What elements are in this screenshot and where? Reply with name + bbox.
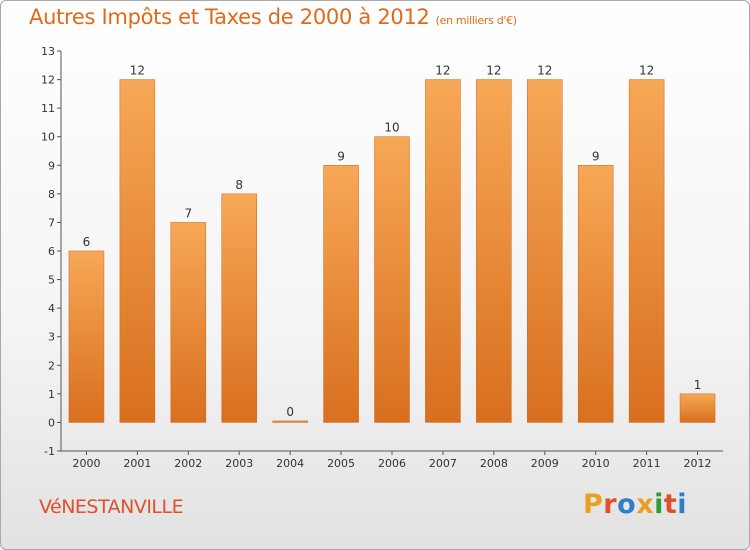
bar-2004	[272, 420, 308, 423]
chart-bars	[68, 79, 716, 423]
proxiti-logo: Proxiti	[583, 489, 687, 520]
x-tick-label-2008: 2008	[480, 457, 508, 470]
bar-2011	[628, 79, 665, 423]
bar-2003	[221, 193, 257, 423]
y-tick-label: 5	[48, 274, 55, 287]
y-tick-label: 2	[48, 359, 55, 372]
value-label-2001: 12	[130, 64, 145, 78]
chart-value-labels: 6 12 7 8 0 9 10 12 12 12 9 12 1	[83, 64, 702, 419]
logo-letter: x	[636, 489, 655, 520]
y-tick-label: 4	[48, 302, 55, 315]
value-label-2007: 12	[435, 64, 450, 78]
value-label-2005: 9	[337, 149, 345, 163]
x-tick-label-2003: 2003	[225, 457, 253, 470]
y-tick-label: 6	[48, 245, 55, 258]
x-tick-label-2004: 2004	[276, 457, 304, 470]
x-tick-label-2007: 2007	[429, 457, 457, 470]
value-label-2006: 10	[384, 121, 399, 135]
y-tick-label: 3	[48, 331, 55, 344]
x-tick-label-2006: 2006	[378, 457, 406, 470]
bar-2006	[374, 136, 410, 423]
chart-title: Autres Impôts et Taxes de 2000 à 2012 (en…	[29, 5, 517, 29]
chart-title-text: Autres Impôts et Taxes de 2000 à 2012	[29, 5, 430, 29]
chart-subtitle: (en milliers d'€)	[435, 14, 517, 27]
y-tick-label: 10	[41, 131, 55, 144]
y-tick-label: 11	[41, 102, 55, 115]
x-tick-label-2000: 2000	[72, 457, 100, 470]
x-tick-label-2011: 2011	[633, 457, 661, 470]
bar-2002	[170, 222, 207, 423]
y-tick-label: 9	[48, 159, 55, 172]
value-label-2003: 8	[235, 178, 243, 192]
x-tick-label-2002: 2002	[174, 457, 202, 470]
logo-letter: r	[603, 489, 618, 520]
bar-2009	[527, 79, 563, 423]
y-tick-label: -1	[44, 445, 55, 458]
value-label-2010: 9	[592, 149, 600, 163]
x-tick-label-2001: 2001	[123, 457, 151, 470]
value-label-2004: 0	[286, 405, 294, 419]
bar-2005	[323, 165, 359, 423]
value-label-2009: 12	[537, 64, 552, 78]
bar-2010	[577, 165, 614, 423]
value-label-2012: 1	[694, 378, 702, 392]
y-tick-label: 13	[41, 45, 55, 58]
logo-letter: i	[654, 489, 664, 520]
bar-2000	[68, 250, 105, 423]
x-tick-label-2009: 2009	[531, 457, 559, 470]
x-tick-label-2012: 2012	[684, 457, 712, 470]
y-tick-label: 0	[48, 416, 55, 429]
logo-letter: P	[583, 489, 604, 520]
logo-letter: o	[617, 489, 637, 520]
y-tick-label: 8	[48, 188, 55, 201]
y-tick-label: 7	[48, 216, 55, 229]
x-tick-label-2010: 2010	[582, 457, 610, 470]
value-label-2000: 6	[83, 235, 91, 249]
y-tick-label: 12	[41, 74, 55, 87]
y-tick-label: 1	[48, 388, 55, 401]
x-tick-label-2005: 2005	[327, 457, 355, 470]
value-label-2011: 12	[639, 64, 654, 78]
bar-2001	[119, 79, 156, 423]
value-label-2002: 7	[184, 206, 192, 220]
town-name: VéNESTANVILLE	[39, 496, 184, 518]
logo-letter: t	[663, 489, 678, 520]
bar-2008	[476, 79, 512, 423]
bar-2007	[425, 79, 461, 423]
value-label-2008: 12	[486, 64, 501, 78]
bar-2012	[679, 393, 716, 423]
logo-letter: i	[677, 489, 688, 520]
